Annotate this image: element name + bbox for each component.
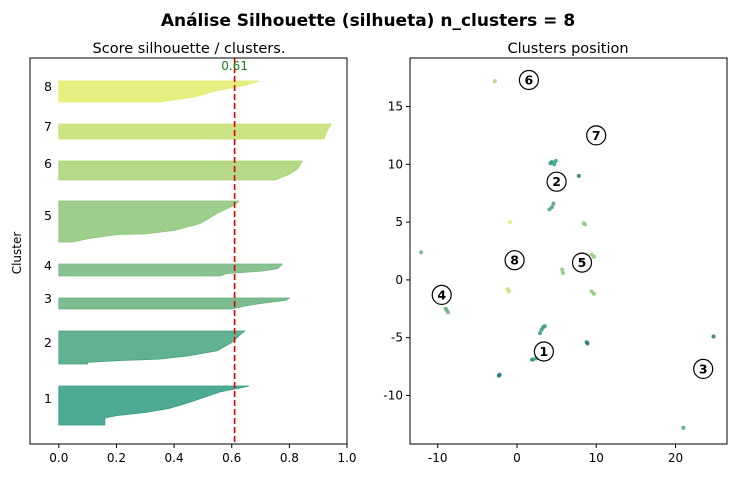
cluster-center-7 xyxy=(586,125,607,146)
cluster-center-label-7: 7 xyxy=(592,128,601,143)
data-point xyxy=(681,425,686,430)
data-point xyxy=(547,207,552,212)
x-tick-label: 1.0 xyxy=(337,451,356,465)
cluster-center-5 xyxy=(571,252,593,273)
data-point xyxy=(446,310,450,315)
cluster-center-label-8: 8 xyxy=(510,253,519,268)
silhouette-band-5 xyxy=(58,200,240,243)
x-tick-label: 0.2 xyxy=(107,451,126,465)
silhouette-plot-frame xyxy=(29,57,348,445)
data-point xyxy=(576,173,581,178)
cluster-label-1: 1 xyxy=(44,391,52,406)
clusters-position-title: Clusters position xyxy=(507,41,628,57)
data-point xyxy=(561,271,565,275)
y-tick-label: 0 xyxy=(395,273,403,287)
data-point xyxy=(585,341,590,346)
x-tick-label: 0.4 xyxy=(165,451,184,465)
cluster-center-8 xyxy=(504,250,525,271)
data-point xyxy=(497,372,502,377)
figure-suptitle: Análise Silhouette (silhueta) n_clusters… xyxy=(161,11,575,31)
cluster-center-label-6: 6 xyxy=(525,73,534,88)
cluster-center-1 xyxy=(533,341,555,362)
silhouette-x-ticks: 0.0 0.2 0.4 0.6 0.8 1.0 xyxy=(49,444,357,465)
cluster-center-6 xyxy=(518,69,540,91)
y-tick-label: -10 xyxy=(383,388,403,402)
silhouette-plot: Score silhouette / clusters. Cluster 1 2 3… xyxy=(10,41,357,465)
cluster-center-label-3: 3 xyxy=(699,361,708,376)
silhouette-band-6 xyxy=(58,160,303,181)
x-tick-label: 0 xyxy=(513,451,521,465)
cluster-center-label-4: 4 xyxy=(437,287,446,302)
silhouette-band-1 xyxy=(58,385,250,426)
silhouette-y-axis-label: Cluster xyxy=(10,232,24,275)
data-point xyxy=(492,79,497,84)
scatter-marks: 1 2 3 4 5 6 7 8 xyxy=(419,69,716,430)
y-tick-label: -5 xyxy=(391,331,403,345)
clusters-position-plot: Clusters position 1 2 3 4 5 6 7 8 -10 0 10 20 -10 -5… xyxy=(383,41,728,465)
silhouette-band-4 xyxy=(58,263,284,277)
cluster-center-3 xyxy=(693,358,714,379)
cluster-label-7: 7 xyxy=(44,119,52,134)
data-point xyxy=(530,357,534,362)
data-point xyxy=(419,250,424,255)
silhouette-band-8 xyxy=(58,80,260,103)
data-point xyxy=(507,289,512,294)
y-tick-label: 5 xyxy=(395,215,403,229)
data-point xyxy=(581,221,586,226)
y-tick-label: 10 xyxy=(388,157,403,171)
cluster-center-label-1: 1 xyxy=(540,344,549,359)
data-point xyxy=(551,201,556,206)
data-point xyxy=(560,267,565,272)
data-point xyxy=(548,161,553,166)
x-tick-label: 10 xyxy=(589,451,604,465)
clusters-position-frame xyxy=(409,57,728,445)
x-tick-label: 0.0 xyxy=(49,451,68,465)
cluster-center-label-2: 2 xyxy=(552,174,561,189)
x-tick-label: -10 xyxy=(428,451,448,465)
cluster-label-8: 8 xyxy=(44,79,52,94)
data-point xyxy=(542,324,547,329)
silhouette-band-2 xyxy=(58,330,246,365)
silhouette-band-3 xyxy=(58,297,291,310)
data-point xyxy=(538,331,542,336)
mean-silhouette-label: 0.61 xyxy=(221,59,248,73)
cluster-label-3: 3 xyxy=(44,291,52,306)
data-point xyxy=(443,306,448,311)
cluster-label-6: 6 xyxy=(44,156,52,171)
cluster-label-5: 5 xyxy=(44,208,52,223)
data-point xyxy=(552,162,557,167)
y-tick-label: 15 xyxy=(388,100,403,114)
cluster-center-2 xyxy=(546,171,567,192)
data-point xyxy=(711,334,716,339)
cluster-label-2: 2 xyxy=(44,335,52,350)
silhouette-plot-title: Score silhouette / clusters. xyxy=(93,41,286,57)
data-point xyxy=(507,220,512,225)
cluster-center-4 xyxy=(431,284,452,305)
data-point xyxy=(539,327,544,332)
x-tick-label: 0.8 xyxy=(280,451,299,465)
cluster-label-4: 4 xyxy=(44,258,52,273)
data-point xyxy=(591,254,596,259)
x-tick-label: 20 xyxy=(668,451,683,465)
x-tick-label: 0.6 xyxy=(222,451,241,465)
data-point xyxy=(591,291,596,296)
silhouette-marks: 1 2 3 4 5 6 7 8 0.61 xyxy=(44,58,332,444)
cluster-center-label-5: 5 xyxy=(578,255,587,270)
data-point xyxy=(553,158,558,163)
silhouette-band-7 xyxy=(58,123,332,140)
